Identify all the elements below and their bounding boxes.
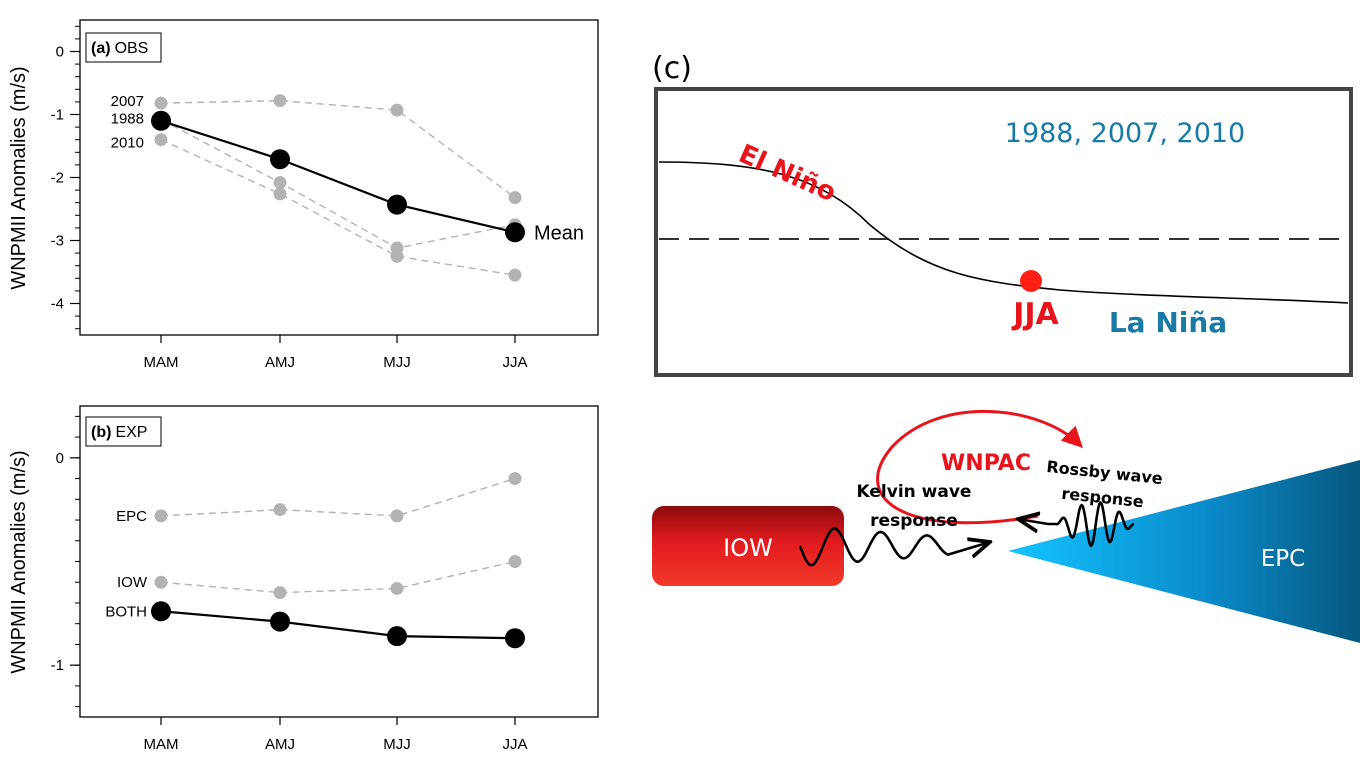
series-line-both — [160, 610, 516, 640]
kelvin-label-line2: response — [870, 511, 958, 531]
series-point-epc — [273, 503, 287, 517]
series-line-iow — [160, 560, 516, 594]
series-point-2010 — [273, 187, 287, 201]
series-point-epc — [390, 509, 404, 523]
panel-b-ylabel: WNPMII Anomalies (m/s) — [8, 450, 30, 673]
la-nina-label: La Niña — [1109, 306, 1227, 339]
panel-c-label: (c) — [652, 51, 692, 86]
epc-label: EPC — [1261, 546, 1305, 572]
y-tick-label: -1 — [51, 107, 64, 124]
x-tick-label: MAM — [144, 354, 179, 371]
series-label-both: BOTH — [105, 603, 147, 620]
rossby-wave-arrow — [1018, 501, 1135, 548]
el-nino-label: El Niño — [734, 139, 840, 208]
panel-b-x-axis: MAM AMJ MJJ JJA — [144, 717, 528, 753]
x-tick-label: AMJ — [265, 354, 295, 371]
jja-marker — [1020, 270, 1042, 292]
series-line-2007 — [160, 99, 516, 199]
series-point-2007 — [273, 94, 287, 108]
panel-c-frame — [654, 87, 1353, 377]
svg-text:(b)EXP: (b) EXP — [91, 424, 147, 441]
series-line-mean — [160, 119, 516, 234]
panel-b-name: EXP — [115, 424, 147, 441]
series-point-mean — [270, 149, 290, 170]
x-tick-label: AMJ — [265, 736, 295, 753]
series-point-2007 — [508, 191, 522, 205]
years-label: 1988, 2007, 2010 — [1005, 118, 1245, 149]
x-tick-label: MJJ — [383, 736, 411, 753]
series-line-1988 — [160, 118, 516, 249]
series-point-iow — [390, 581, 404, 595]
panel-a-tag-box: (a) OBS — [85, 32, 162, 63]
enso-transition-curve — [658, 161, 1349, 304]
panel-a-obs: 0-1-2-3-4 MAM AMJ MJJ JJA 200719882010Mean … — [8, 19, 599, 371]
series-point-mean — [387, 194, 407, 215]
y-tick-label: -3 — [51, 233, 64, 250]
series-point-both — [387, 626, 407, 647]
x-tick-label: JJA — [502, 736, 527, 753]
series-line-epc — [160, 477, 516, 517]
series-point-iow — [273, 586, 287, 600]
series-point-2007 — [154, 96, 168, 110]
panel-a-tag: (a) — [91, 40, 111, 57]
series-point-2010 — [508, 268, 522, 282]
x-tick-label: MAM — [144, 736, 179, 753]
panel-b-tag-box: (b) EXP — [85, 416, 162, 447]
series-point-2007 — [390, 103, 404, 117]
series-point-epc — [154, 509, 168, 523]
jja-label: JJA — [1011, 297, 1059, 332]
series-label-epc: EPC — [116, 508, 147, 525]
panel-c-schematic: (c) 1988, 2007, 2010 El Niño JJA La Niña — [652, 51, 1353, 377]
series-point-both — [270, 611, 290, 632]
wnpac-label: WNPAC — [941, 451, 1031, 476]
y-tick-label: -4 — [51, 296, 64, 313]
series-point-mean — [505, 222, 525, 243]
series-point-both — [151, 601, 171, 622]
panel-b-y-axis: 0 -1 — [51, 415, 80, 708]
panel-a-frame — [79, 19, 599, 336]
series-point-mean — [151, 110, 171, 131]
panel-b-tag: (b) — [91, 424, 111, 441]
series-point-iow — [508, 555, 522, 568]
kelvin-wave-arrow — [798, 527, 990, 567]
x-tick-label: MJJ — [383, 354, 411, 371]
epc-wedge — [1008, 460, 1360, 643]
wnpac-circulation-arrow — [876, 410, 1083, 525]
panel-a-y-axis: 0 -1 -2 -3 -4 — [51, 25, 80, 330]
y-tick-label: -1 — [51, 657, 64, 674]
series-point-2010 — [154, 133, 168, 147]
series-label-1988: 1988 — [111, 111, 144, 128]
kelvin-label-line1: Kelvin wave — [857, 482, 972, 502]
y-tick-label: 0 — [56, 450, 64, 467]
panel-b-exp: 0 -1 MAM AMJ MJJ JJA EPC IOW BOTH (b) EXP WNPMI… — [8, 405, 599, 753]
series-point-iow — [154, 575, 168, 589]
series-point-epc — [508, 472, 522, 486]
panel-d-mechanism: IOW EPC WNPAC Kelvin wave response Rossb… — [652, 410, 1360, 643]
series-line-2010 — [160, 139, 516, 276]
series-label-iow: IOW — [117, 574, 148, 591]
iow-box — [652, 506, 844, 586]
panel-a-x-axis: MAM AMJ MJJ JJA — [144, 335, 528, 371]
y-tick-label: -2 — [51, 170, 64, 187]
series-label-2007: 2007 — [111, 93, 144, 110]
iow-label: IOW — [723, 534, 773, 562]
x-tick-label: JJA — [502, 354, 527, 371]
series-point-2010 — [390, 249, 404, 263]
series-label-mean: Mean — [534, 222, 584, 244]
y-tick-label: 0 — [56, 44, 64, 61]
panel-a-ylabel: WNPMII Anomalies (m/s) — [8, 66, 30, 289]
panel-a-name: OBS — [115, 40, 149, 57]
series-point-1988 — [273, 176, 287, 190]
series-point-both — [505, 628, 525, 649]
svg-text:(a)OBS: (a) OBS — [91, 40, 148, 57]
panel-b-series: EPC IOW BOTH — [105, 472, 525, 649]
series-label-2010: 2010 — [111, 135, 144, 152]
